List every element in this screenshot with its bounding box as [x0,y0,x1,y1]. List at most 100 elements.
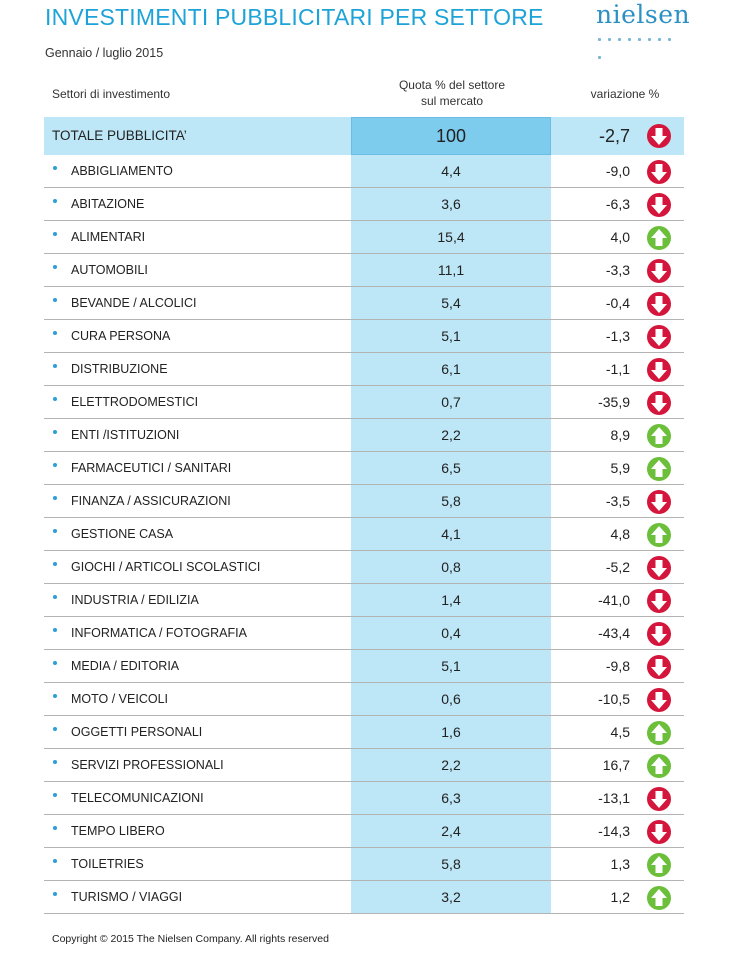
share-value: 5,1 [441,658,461,674]
share-value: 0,6 [441,691,461,707]
variation-value: 1,3 [610,856,630,872]
bullet-icon [53,892,57,896]
table-row: FARMACEUTICI / SANITARI 6,5 5,9 [44,452,684,485]
total-variation-value: -2,7 [598,126,630,146]
sector-label: MEDIA / EDITORIA [71,659,180,673]
table-row: GIOCHI / ARTICOLI SCOLASTICI 0,8 -5,2 [44,551,684,584]
bullet-icon [53,760,57,764]
nielsen-logo: nielsen [594,0,690,59]
arrow-up-circle-icon [647,754,671,778]
sector-label: AUTOMOBILI [71,263,148,277]
variation-value: -3,5 [605,493,630,509]
bullet-icon [53,562,57,566]
sector-label: TURISMO / VIAGGI [71,890,183,904]
table-row: AUTOMOBILI 11,1 -3,3 [44,254,684,287]
share-value: 5,4 [441,295,461,311]
sector-label: TOILETRIES [71,857,144,871]
variation-value: -9,8 [605,658,630,674]
sector-label: TELECOMUNICAZIONI [71,791,204,805]
arrow-up-circle-icon [647,457,671,481]
table-row: ABITAZIONE 3,6 -6,3 [44,188,684,221]
share-value: 5,1 [441,328,461,344]
share-value: 3,6 [441,196,461,212]
sector-label: INDUSTRIA / EDILIZIA [71,593,199,607]
share-value: 6,1 [441,361,461,377]
sector-label: GESTIONE CASA [71,527,174,541]
share-value: 0,7 [441,394,461,410]
bullet-icon [53,661,57,665]
bullet-icon [53,793,57,797]
table-row: MEDIA / EDITORIA 5,1 -9,8 [44,650,684,683]
arrow-down-circle-icon [647,160,671,184]
arrow-down-circle-icon [647,787,671,811]
table-row: INFORMATICA / FOTOGRAFIA 0,4 -43,4 [44,617,684,650]
sector-label: INFORMATICA / FOTOGRAFIA [71,626,247,640]
arrow-down-circle-icon [647,325,671,349]
arrow-down-circle-icon [647,622,671,646]
variation-value: -6,3 [605,196,630,212]
variation-value: -43,4 [598,625,630,641]
variation-value: 16,7 [602,757,630,773]
arrow-down-circle-icon [647,391,671,415]
arrow-up-circle-icon [647,721,671,745]
share-value: 4,4 [441,163,461,179]
share-value: 0,8 [441,559,461,575]
sector-label: ABBIGLIAMENTO [71,164,173,178]
total-share-cell [351,117,551,155]
variation-value: -1,3 [605,328,630,344]
arrow-down-circle-icon [647,820,671,844]
bullet-icon [53,397,57,401]
table-row: FINANZA / ASSICURAZIONI 5,8 -3,5 [44,485,684,518]
arrow-down-circle-icon [647,259,671,283]
bullet-icon [53,463,57,467]
bullet-icon [53,298,57,302]
bullet-icon [53,166,57,170]
arrow-up-circle-icon [647,523,671,547]
sector-label: DISTRIBUZIONE [71,362,168,376]
bullet-icon [53,826,57,830]
arrow-down-circle-icon [647,688,671,712]
share-value: 1,6 [441,724,461,740]
variation-value: 8,9 [610,427,630,443]
arrow-down-circle-icon [647,589,671,613]
sector-label: SERVIZI PROFESSIONALI [71,758,224,772]
variation-value: 4,5 [610,724,630,740]
share-value: 1,4 [441,592,461,608]
column-header-variation: variazione % [590,87,660,101]
bullet-icon [53,727,57,731]
page-title: INVESTIMENTI PUBBLICITARI PER SETTORE [45,4,544,30]
sector-label: MOTO / VEICOLI [71,692,169,706]
arrow-down-circle-icon [647,655,671,679]
sector-label: ELETTRODOMESTICI [71,395,199,409]
total-row: TOTALE PUBBLICITA’ 100 -2,7 [44,117,684,155]
total-share-value: 100 [435,126,467,146]
variation-value: 4,0 [610,229,630,245]
variation-value: -0,4 [605,295,630,311]
sector-label: ABITAZIONE [71,197,145,211]
arrow-down-circle-icon [647,490,671,514]
table-row: SERVIZI PROFESSIONALI 2,2 16,7 [44,749,684,782]
table-row: INDUSTRIA / EDILIZIA 1,4 -41,0 [44,584,684,617]
arrow-down-circle-icon [647,556,671,580]
share-value: 5,8 [441,493,461,509]
sector-label: ALIMENTARI [71,230,146,244]
variation-value: -13,1 [598,790,630,806]
sector-label: FINANZA / ASSICURAZIONI [71,494,231,508]
share-value: 4,1 [441,526,461,542]
table-row: CURA PERSONA 5,1 -1,3 [44,320,684,353]
bullet-icon [53,265,57,269]
variation-value: -35,9 [598,394,630,410]
variation-value: -1,1 [605,361,630,377]
variation-value: -3,3 [605,262,630,278]
share-value: 3,2 [441,889,461,905]
arrow-down-circle-icon [647,193,671,217]
share-value: 15,4 [437,229,465,245]
bullet-icon [53,199,57,203]
sector-label: CURA PERSONA [71,329,171,343]
bullet-icon [53,364,57,368]
sector-label: TEMPO LIBERO [71,824,165,838]
sector-label: ENTI /ISTITUZIONI [71,428,180,442]
share-value: 2,2 [441,757,461,773]
variation-value: 4,8 [610,526,630,542]
table-row: MOTO / VEICOLI 0,6 -10,5 [44,683,684,716]
